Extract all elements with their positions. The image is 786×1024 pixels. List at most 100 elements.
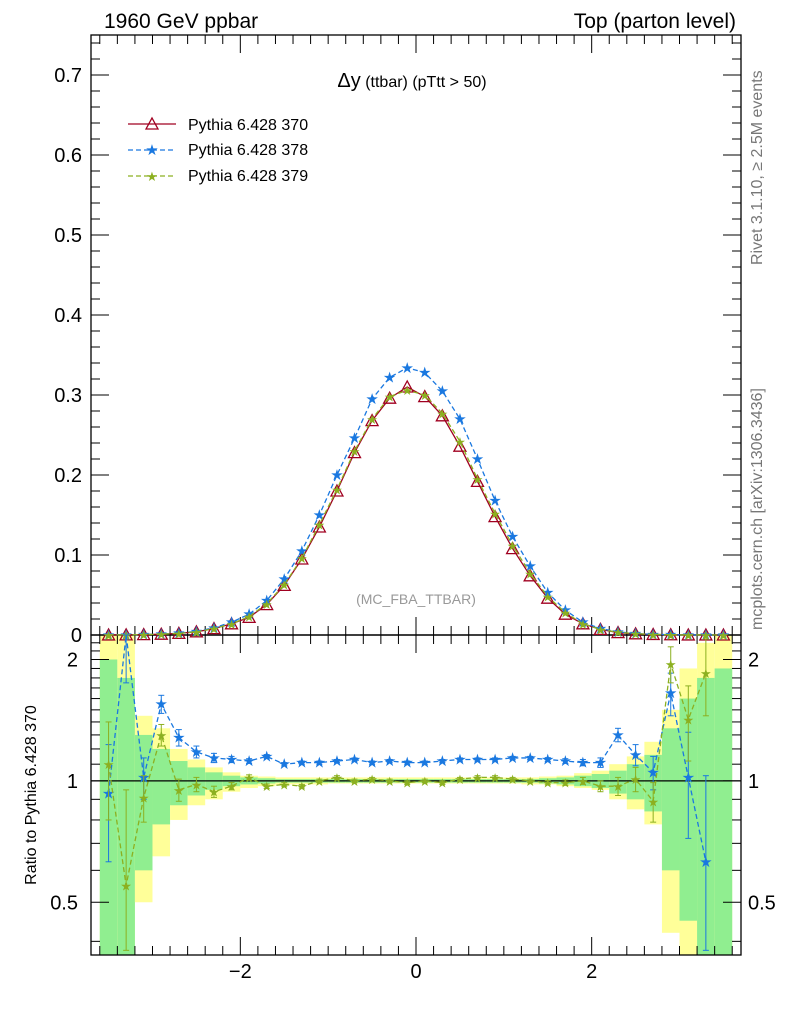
ratio-point-star: ★ [576, 755, 589, 772]
main-series: ★ ★ ★ ★ ★ ★ ★ ★★★★★★★★★★ ★★★★★★★★★★ ★ ★ ★ ★ ★ ★ ★ ★★ ★ ★ ★ ★… [101, 360, 731, 644]
data-point-triangle [347, 445, 362, 459]
data-point-star: ★ [208, 622, 220, 637]
ratio-point-star: ★ [665, 657, 677, 672]
ratio-point-star: ★ [191, 777, 203, 792]
data-point-triangle [593, 622, 608, 636]
data-point-triangle [312, 519, 327, 533]
ratio-point-star: ★ [103, 757, 115, 772]
data-point-star: ★ [454, 434, 466, 449]
data-point-star: ★ [419, 388, 431, 403]
ratio-line-378 [107, 634, 707, 862]
data-point-star: ★ [243, 610, 255, 625]
ratio-point-star: ★ [611, 727, 624, 744]
ratio-point-star: ★ [437, 776, 449, 791]
data-point-star: ★ [541, 585, 554, 602]
data-point-star: ★ [103, 628, 115, 643]
x-tick-label: 0 [410, 961, 421, 983]
data-point-star: ★ [488, 493, 501, 510]
data-point-triangle [505, 541, 520, 555]
data-point-star: ★ [437, 406, 449, 421]
data-point-triangle [470, 474, 485, 488]
data-point-triangle [329, 483, 345, 497]
data-point-star: ★ [471, 451, 484, 468]
chart-title: Δy (ttbar) (pTtt > 50) [337, 70, 486, 92]
rivet-label: Rivet 3.1.10, ≥ 2.5M events [749, 70, 766, 265]
ratio-point-star: ★ [577, 774, 589, 789]
data-point-star: ★ [436, 383, 449, 400]
data-point-star: ★ [559, 606, 571, 621]
ratio-point-star: ★ [225, 751, 238, 768]
data-point-star: ★ [102, 627, 115, 644]
data-point-star: ★ [523, 558, 536, 575]
ratio-point-star: ★ [454, 772, 466, 787]
data-point-star: ★ [261, 597, 273, 612]
ratio-point-star: ★ [366, 772, 378, 787]
ratio-point-star: ★ [541, 751, 554, 768]
ratio-point-star: ★ [419, 774, 431, 789]
stat-uncertainty-band [152, 748, 171, 825]
ratio-point-star: ★ [542, 776, 554, 791]
ratio-point-star: ★ [384, 774, 396, 789]
ratio-point-star: ★ [365, 755, 378, 772]
ratio-point-star: ★ [523, 750, 536, 767]
y-tick-label: 0.4 [54, 305, 82, 327]
x-tick-label: −2 [229, 961, 252, 983]
ratio-bands [99, 635, 733, 955]
ratio-point-star: ★ [400, 755, 413, 772]
data-point-star: ★ [718, 628, 730, 643]
data-point-star: ★ [278, 578, 290, 593]
ratio-point-star: ★ [507, 772, 519, 787]
ratio-point-star: ★ [173, 783, 185, 798]
data-point-star: ★ [524, 566, 536, 581]
mcplots-label: mcplots.cern.ch [arXiv:1306.3436] [749, 388, 766, 630]
y-tick-label: 0.1 [54, 545, 82, 567]
ratio-point-star: ★ [155, 728, 167, 743]
data-point-star: ★ [295, 543, 308, 560]
data-point-triangle [487, 509, 503, 523]
ratio-point-star: ★ [207, 750, 220, 767]
ratio-ylabel: Ratio to Pythia 6.428 370 [23, 705, 40, 885]
data-point-star: ★ [612, 625, 624, 640]
legend-label-378: Pythia 6.428 378 [188, 142, 308, 159]
ratio-point-star: ★ [226, 779, 238, 794]
data-point-star: ★ [665, 628, 677, 643]
data-point-star: ★ [577, 617, 589, 632]
ratio-point-star: ★ [682, 769, 695, 786]
data-point-triangle [242, 610, 257, 624]
data-point-star: ★ [418, 365, 431, 382]
header-left: 1960 GeV ppbar [104, 10, 258, 33]
ratio-y-tick-label-right: 2 [748, 649, 759, 671]
data-point-star: ★ [191, 625, 203, 640]
data-point-star: ★ [507, 538, 519, 553]
series-line-378 [108, 367, 724, 636]
ratio-y-tick-label-right: 0.5 [748, 892, 776, 914]
data-point-star: ★ [506, 529, 519, 546]
ratio-point-star: ★ [313, 755, 326, 772]
x-tick-label: 2 [586, 961, 597, 983]
ratio-point-star: ★ [594, 755, 607, 772]
data-point-triangle [382, 390, 397, 404]
ratio-point-star: ★ [208, 785, 220, 800]
ratio-point-star: ★ [699, 854, 712, 871]
data-point-star: ★ [314, 518, 326, 533]
data-point-triangle [558, 606, 573, 620]
ratio-point-star: ★ [647, 794, 659, 809]
data-point-star: ★ [330, 467, 343, 484]
data-point-star: ★ [278, 571, 291, 588]
data-point-star: ★ [542, 590, 554, 605]
ratio-point-star: ★ [524, 774, 536, 789]
legend-marker-379: ★ [146, 169, 158, 184]
ratio-point-star: ★ [453, 751, 466, 768]
data-point-star: ★ [138, 628, 150, 643]
data-point-star: ★ [225, 614, 238, 631]
data-point-star: ★ [595, 622, 607, 637]
data-point-star: ★ [331, 482, 343, 497]
ratio-point-star: ★ [261, 779, 273, 794]
data-point-star: ★ [190, 623, 203, 640]
ratio-point-star: ★ [630, 772, 642, 787]
legend-marker-370 [144, 116, 160, 130]
data-point-star: ★ [700, 628, 712, 643]
ratio-point-star: ★ [383, 753, 396, 770]
data-point-triangle [294, 551, 309, 565]
data-point-triangle [435, 408, 450, 422]
